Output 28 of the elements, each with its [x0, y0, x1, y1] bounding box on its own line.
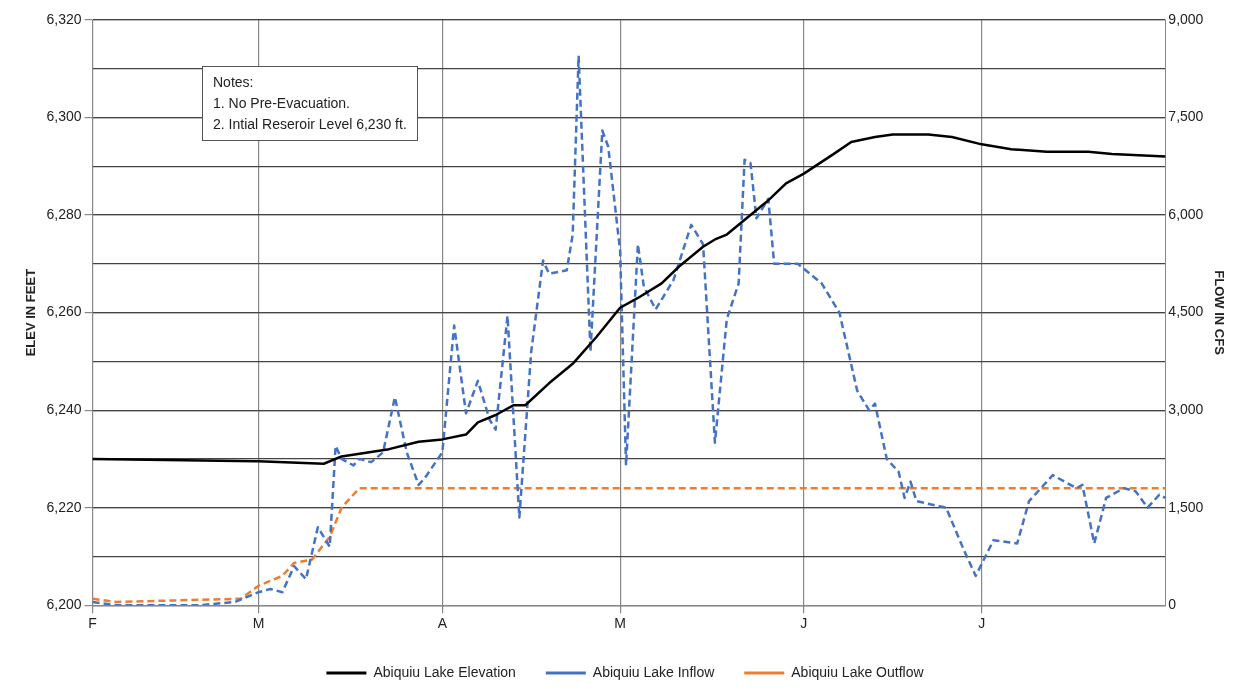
y2-tick-label: 4,500 [1168, 303, 1204, 320]
y-tick-label: 6,280 [46, 205, 82, 222]
y2-tick-label: 7,500 [1168, 108, 1204, 125]
legend-label: Abiquiu Lake Elevation [373, 663, 516, 680]
y2-tick-label: 6,000 [1168, 205, 1204, 222]
annotation: 2. Intial Reseroir Level 6,230 ft. [213, 115, 407, 134]
x-tick-label: F [88, 615, 97, 632]
y2-tick-label: 1,500 [1168, 498, 1204, 515]
x-tick-label: M [614, 615, 626, 632]
y2-axis-title: FLOW IN CFS [1211, 270, 1227, 356]
y2-tick-label: 0 [1168, 596, 1177, 613]
y2-tick-label: 9,000 [1168, 10, 1204, 27]
legend-label: Abiquiu Lake Inflow [592, 663, 716, 680]
annotation: 1. No Pre-Evacuation. [213, 94, 351, 113]
x-tick-label: A [437, 615, 448, 632]
x-tick-label: M [252, 615, 265, 632]
y-axis-title: ELEV IN FEET [23, 268, 39, 357]
x-tick-label: J [978, 615, 986, 632]
annotation: Notes: [213, 73, 255, 92]
y-tick-label: 6,220 [46, 498, 82, 515]
y-tick-label: 6,260 [46, 303, 82, 320]
y-tick-label: 6,300 [46, 108, 82, 125]
x-tick-label: J [800, 615, 808, 632]
y-tick-label: 6,240 [46, 400, 82, 417]
y2-tick-label: 3,000 [1168, 400, 1204, 417]
y-tick-label: 6,320 [46, 10, 82, 27]
y-tick-label: 6,200 [46, 596, 82, 613]
legend-label: Abiquiu Lake Outflow [791, 663, 925, 680]
